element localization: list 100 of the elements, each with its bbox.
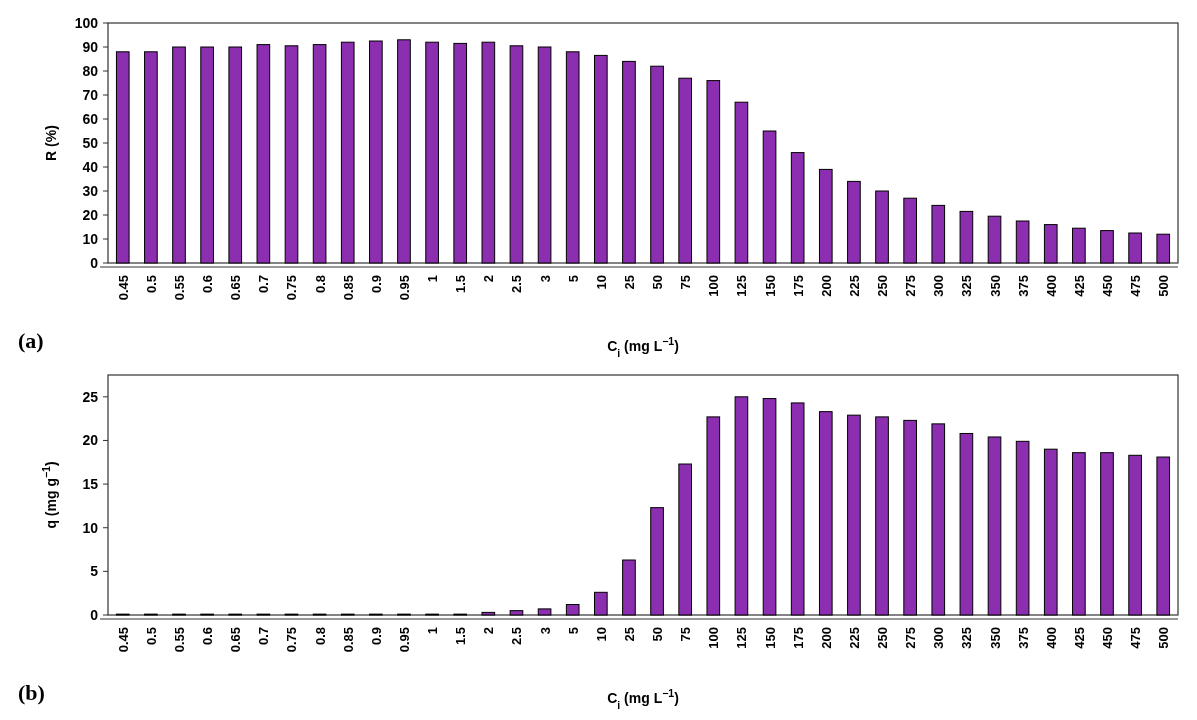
x-tick-label: 0.6 [200, 627, 216, 646]
bar [818, 168, 833, 264]
x-tick-label: 50 [650, 627, 666, 642]
bar [425, 41, 439, 264]
bar [987, 436, 1002, 616]
x-tick-label: 0.95 [396, 627, 412, 653]
x-tick-label: 0.8 [312, 275, 328, 294]
bar [903, 197, 917, 264]
bar [875, 190, 889, 264]
x-tick-label: 425 [1071, 275, 1087, 297]
x-tick-label: 275 [903, 627, 919, 649]
x-tick-label: 1 [425, 275, 441, 283]
bar [903, 419, 917, 616]
x-axis-title: C$_{i}$ (mg L$^{−1}$) [607, 335, 679, 359]
bar [875, 416, 889, 616]
x-tick-label: 2 [481, 627, 497, 635]
bar [678, 77, 693, 264]
x-tick-label: 2.5 [509, 275, 525, 294]
bar [1100, 452, 1114, 616]
bar [172, 46, 186, 264]
x-tick-label: 0.55 [172, 627, 188, 653]
x-tick-label: 3 [537, 275, 553, 283]
x-tick-label: 300 [931, 275, 947, 297]
bar [144, 51, 158, 264]
bar [1128, 454, 1142, 616]
bar [1156, 233, 1171, 264]
y-axis-title: R (%) [43, 125, 59, 161]
bar [1072, 452, 1086, 616]
x-tick-label: 0.9 [368, 627, 384, 646]
text: (b) [18, 680, 45, 705]
y-tick-label: 100 [74, 14, 99, 31]
bar [228, 46, 243, 264]
x-tick-label: 500 [1156, 275, 1172, 297]
x-tick-label: 325 [959, 275, 975, 297]
x-tick-label: 1 [425, 627, 441, 635]
bar [115, 51, 130, 264]
bar [1072, 227, 1086, 264]
bar [284, 45, 299, 264]
bar [931, 204, 946, 264]
x-tick-label: 350 [987, 275, 1003, 297]
x-tick-label: 0.75 [284, 627, 300, 653]
x-tick-label: 300 [931, 627, 947, 649]
y-tick-label: 20 [82, 206, 99, 223]
x-tick-label: 250 [875, 627, 891, 649]
y-tick-label: 90 [82, 38, 99, 55]
bar [509, 610, 524, 616]
bar [959, 432, 974, 616]
y-tick-label: 20 [82, 432, 99, 449]
bar [593, 591, 608, 616]
y-tick-label: 50 [82, 134, 99, 151]
x-tick-label: 3 [537, 627, 553, 635]
bar [1043, 448, 1058, 616]
x-axis-title: C$_{i}$ (mg L$^{−1}$) [607, 687, 679, 711]
bar [481, 611, 496, 616]
x-tick-label: 75 [678, 275, 694, 290]
bar [734, 396, 749, 616]
bar [762, 130, 777, 264]
bar [706, 416, 721, 616]
x-tick-label: 25 [621, 275, 637, 290]
bar [256, 44, 271, 264]
x-tick-label: 0.5 [143, 627, 159, 646]
x-tick-label: 1.5 [453, 275, 469, 294]
x-tick-label: 0.45 [115, 275, 131, 301]
x-tick-label: 400 [1043, 627, 1059, 649]
x-tick-label: 0.65 [228, 627, 244, 653]
bar [734, 101, 749, 264]
bar [312, 44, 327, 264]
bar [453, 42, 468, 264]
bar [200, 46, 214, 264]
x-tick-label: 275 [903, 275, 919, 297]
x-tick-label: 0.85 [340, 275, 356, 301]
x-tick-label: 50 [650, 275, 666, 290]
bar [650, 65, 664, 264]
bar [1043, 224, 1058, 264]
x-tick-label: 475 [1128, 627, 1144, 649]
x-tick-label: 100 [706, 275, 722, 297]
x-tick-label: 10 [593, 275, 609, 290]
x-tick-label: 250 [875, 275, 891, 297]
bar [340, 41, 355, 264]
x-tick-label: 125 [734, 627, 750, 649]
x-tick-label: 5 [565, 275, 581, 283]
y-tick-label: 10 [82, 519, 99, 536]
bar [959, 210, 974, 264]
x-tick-label: 175 [790, 627, 806, 649]
y-tick-label: 0 [90, 606, 99, 623]
x-tick-label: 350 [987, 627, 1003, 649]
x-tick-label: 5 [565, 627, 581, 635]
bar [509, 45, 524, 264]
bar [1156, 456, 1171, 616]
x-tick-label: 150 [762, 275, 778, 297]
x-tick-label: 0.55 [172, 275, 188, 301]
x-tick-label: 0.85 [340, 627, 356, 653]
bar [790, 402, 805, 616]
bar [790, 152, 805, 264]
y-tick-label: 80 [82, 62, 99, 79]
y-tick-label: 40 [82, 158, 99, 175]
x-tick-label: 325 [959, 627, 975, 649]
y-tick-label: 0 [90, 254, 99, 271]
bar [565, 604, 580, 616]
bar [369, 40, 383, 264]
